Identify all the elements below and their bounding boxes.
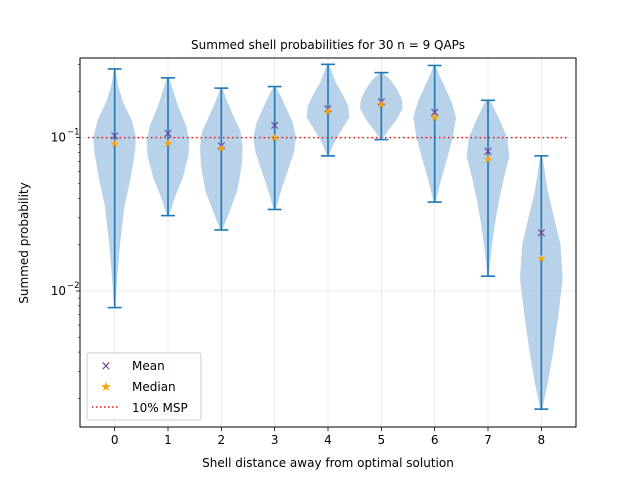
x-tick-label: 5 bbox=[378, 433, 386, 447]
mean-marker: × bbox=[216, 139, 227, 154]
median-marker: ★ bbox=[430, 111, 440, 124]
median-marker: ★ bbox=[270, 131, 280, 144]
x-tick-label: 4 bbox=[324, 433, 332, 447]
legend: × Mean ★ Median 10% MSP bbox=[86, 352, 202, 421]
median-marker: ★ bbox=[483, 153, 493, 166]
x-tick-label: 0 bbox=[111, 433, 119, 447]
median-marker: ★ bbox=[376, 98, 386, 111]
y-axis-label: Summed probability bbox=[17, 182, 31, 303]
axes: 0 1 2 3 4 5 6 7 810−210−1 bbox=[51, 64, 545, 447]
x-tick-label: 1 bbox=[164, 433, 172, 447]
median-marker: ★ bbox=[536, 252, 546, 265]
x-tick-label: 6 bbox=[431, 433, 439, 447]
y-tick-exponent: −1 bbox=[67, 128, 80, 138]
mean-marker: × bbox=[109, 129, 120, 144]
y-tick-label: 10 bbox=[51, 131, 66, 145]
mean-marker: × bbox=[323, 102, 334, 117]
legend-box bbox=[86, 352, 202, 421]
x-axis-label: Shell distance away from optimal solutio… bbox=[202, 456, 454, 470]
x-tick-label: 7 bbox=[484, 433, 492, 447]
y-tick-label: 10 bbox=[51, 284, 66, 298]
chart-title: Summed shell probabilities for 30 n = 9 … bbox=[191, 38, 465, 52]
y-tick-exponent: −2 bbox=[67, 281, 80, 291]
mean-marker: × bbox=[483, 144, 494, 159]
mean-marker: × bbox=[536, 226, 547, 241]
legend-msp-label: 10% MSP bbox=[132, 401, 188, 415]
median-marker: ★ bbox=[163, 137, 173, 150]
x-tick-label: 2 bbox=[218, 433, 226, 447]
legend-median-label: Median bbox=[132, 380, 176, 394]
mean-marker: × bbox=[376, 95, 387, 110]
x-tick-label: 8 bbox=[538, 433, 546, 447]
mean-marker: × bbox=[269, 118, 280, 133]
mean-marker: × bbox=[163, 127, 174, 142]
legend-mean-label: Mean bbox=[132, 359, 165, 373]
legend-median-marker: ★ bbox=[100, 380, 112, 395]
mean-marker: × bbox=[429, 105, 440, 120]
x-tick-label: 3 bbox=[271, 433, 279, 447]
median-marker: ★ bbox=[110, 138, 120, 151]
median-marker: ★ bbox=[323, 105, 333, 118]
markers: ×★×★ ×★×★×★×★×★×★×★ bbox=[88, 95, 568, 265]
legend-mean-marker: × bbox=[101, 359, 112, 374]
violins bbox=[93, 63, 563, 410]
median-marker: ★ bbox=[216, 142, 226, 155]
